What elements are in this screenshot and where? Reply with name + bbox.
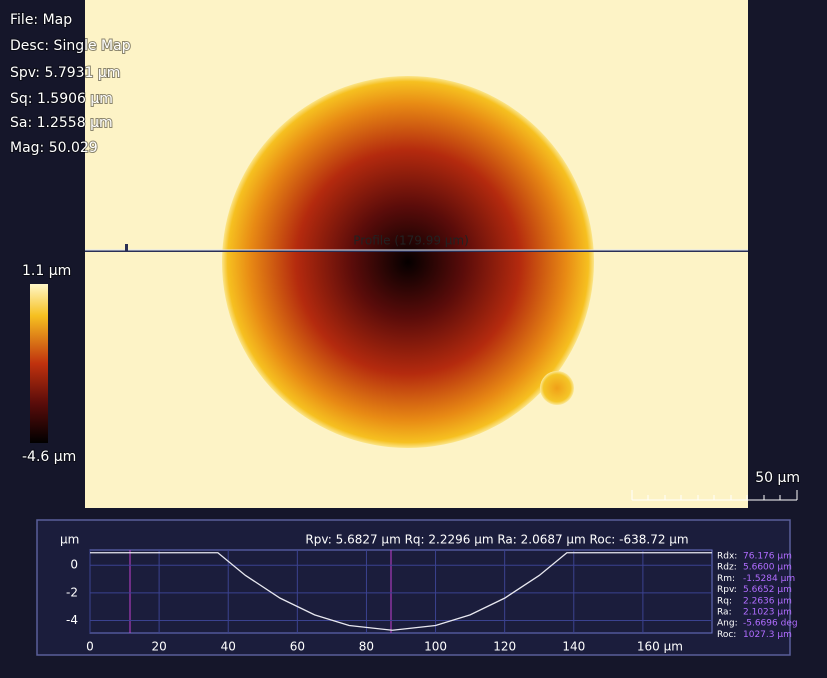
profile-stats: Rpv: 5.6827 µm Rq: 2.2296 µm Ra: 2.0687 … <box>305 533 688 547</box>
colorbar <box>30 284 48 443</box>
stat-value: 5.6652 µm <box>743 585 792 595</box>
stat-label: Rpv: <box>717 585 737 595</box>
info-line: Sq: 1.5906 µm <box>10 91 113 107</box>
profile-label: Profile (179.99 µm) <box>353 234 469 248</box>
info-line: File: Map <box>10 12 72 28</box>
stat-label: Rm: <box>717 574 735 584</box>
x-tick-label: 160 µm <box>637 640 683 654</box>
screen: Profile (179.99 µm) File: Map Desc: Sing… <box>0 0 827 674</box>
page: Profile (179.99 µm) File: Map Desc: Sing… <box>0 0 827 674</box>
stat-label: Ang: <box>717 619 738 629</box>
stat-label: Ra: <box>717 608 732 618</box>
y-tick-label: -4 <box>66 613 78 627</box>
x-tick-label: 120 <box>493 640 516 654</box>
stat-label: Rdx: <box>717 552 737 562</box>
x-tick-label: 20 <box>151 640 166 654</box>
stats-panel: Rdx: 76.176 µm Rdz: 5.6600 µm Rm: -1.5284 µm R… <box>717 552 798 640</box>
colorbar-max: 1.1 µm <box>22 263 71 279</box>
x-tick-label: 80 <box>359 640 374 654</box>
y-tick-label: 0 <box>70 558 78 572</box>
scale-bar-label: 50 µm <box>755 470 800 486</box>
info-line: Desc: Single Map <box>10 38 131 54</box>
stat-value: 2.1023 µm <box>743 608 792 618</box>
info-line: Mag: 50.029 <box>10 140 98 156</box>
stat-value: -5.6696 deg <box>743 619 798 629</box>
x-tick-label: 140 <box>562 640 585 654</box>
stat-label: Roc: <box>717 630 736 640</box>
x-tick-label: 0 <box>86 640 94 654</box>
colorbar-min: -4.6 µm <box>22 449 76 465</box>
x-tick-label: 40 <box>221 640 236 654</box>
x-tick-label: 100 <box>424 640 447 654</box>
stat-value: 2.2636 µm <box>743 596 792 606</box>
info-line: Spv: 5.7931 µm <box>10 65 120 81</box>
stat-value: -1.5284 µm <box>743 574 795 584</box>
stat-label: Rq: <box>717 596 732 606</box>
y-axis-label: µm <box>60 533 79 547</box>
x-tick-label: 60 <box>290 640 305 654</box>
pit <box>222 76 594 448</box>
y-tick-label: -2 <box>66 585 78 599</box>
stat-value: 5.6600 µm <box>743 563 792 573</box>
stat-value: 76.176 µm <box>743 552 792 562</box>
info-line: Sa: 1.2558 µm <box>10 115 113 131</box>
cursor <box>125 244 128 252</box>
bump <box>540 371 574 405</box>
stat-label: Rdz: <box>717 563 737 573</box>
stat-value: 1027.3 µm <box>743 630 792 640</box>
